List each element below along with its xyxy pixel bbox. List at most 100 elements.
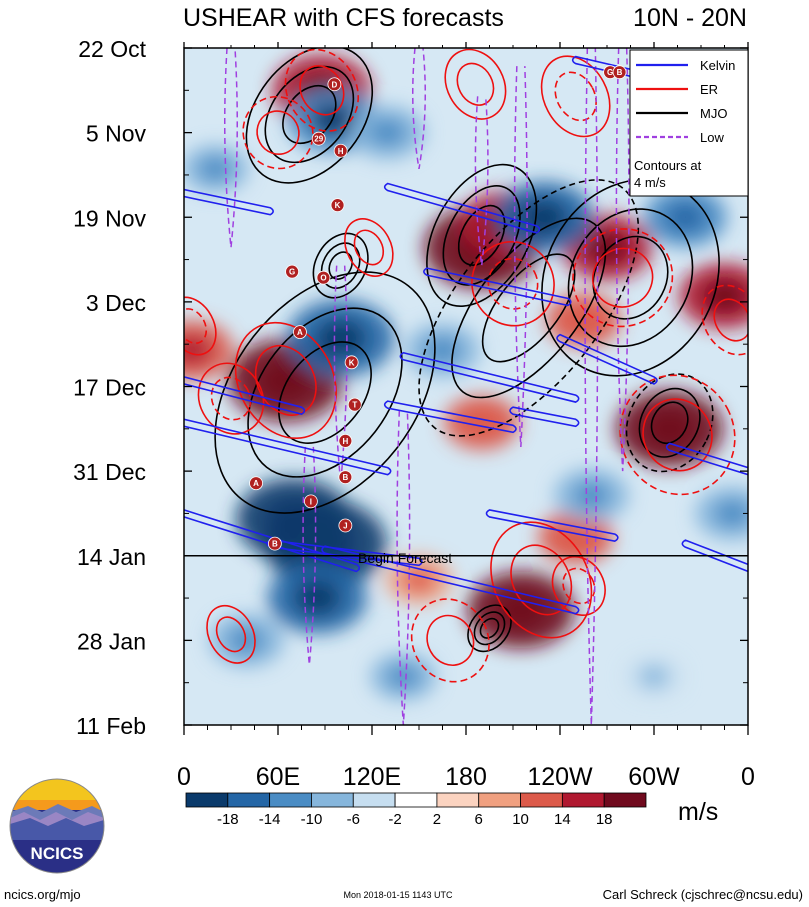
mjo-contour-4-0 bbox=[214, 271, 436, 514]
legend-entry-kelvin: Kelvin bbox=[636, 58, 735, 73]
storm-marker-12: I bbox=[303, 494, 318, 509]
storm-marker-16: B bbox=[612, 65, 627, 80]
storm-marker-label: 29 bbox=[314, 135, 323, 144]
low-contour-3 bbox=[513, 66, 528, 447]
mjo-contour-6-0 bbox=[467, 604, 512, 653]
anomaly-core-21 bbox=[573, 481, 610, 509]
er-contour-6-0 bbox=[572, 228, 674, 328]
forecast-label: Begin Forecast bbox=[358, 550, 452, 566]
kelvin-contour-0 bbox=[184, 188, 274, 216]
er-contour-5-1 bbox=[487, 257, 539, 310]
mjo-contour-6-1 bbox=[473, 611, 506, 646]
mjo-contour-4-1 bbox=[247, 307, 403, 478]
y-tick-label-1: 5 Nov bbox=[86, 121, 147, 147]
colorbar-tick-1: -14 bbox=[259, 811, 281, 828]
storm-marker-label: A bbox=[253, 479, 259, 488]
x-tick-label-5: 60W bbox=[628, 763, 680, 791]
anomaly-core-8 bbox=[702, 279, 747, 313]
anomaly-field bbox=[184, 54, 748, 701]
legend-note: Contours at bbox=[634, 158, 702, 173]
mjo-contour-2-2 bbox=[481, 253, 576, 363]
x-tick-label-4: 120W bbox=[527, 763, 593, 791]
colorbar-swatch-9 bbox=[561, 792, 605, 808]
storm-marker-14: B bbox=[267, 536, 282, 551]
colorbar-tick-9: 18 bbox=[596, 811, 613, 828]
storm-marker-label: O bbox=[320, 274, 326, 283]
legend-label: ER bbox=[700, 82, 718, 97]
er-contour-6-1 bbox=[592, 247, 654, 308]
anomaly-core-22 bbox=[228, 626, 265, 654]
mjo-contour-0-1 bbox=[264, 65, 355, 164]
colorbar-tick-3: -6 bbox=[347, 811, 360, 828]
low-contour-0 bbox=[224, 48, 238, 248]
mjo-contour-1-0 bbox=[426, 163, 538, 307]
er-contour-8-0 bbox=[197, 362, 265, 435]
colorbar-swatch-10 bbox=[603, 792, 647, 808]
storm-marker-label: G bbox=[289, 268, 295, 277]
er-contour-8-1 bbox=[210, 376, 252, 421]
legend: Kelvin ER MJO Low Contours at 4 m/s bbox=[629, 49, 749, 197]
anomaly-core-27 bbox=[639, 666, 669, 688]
kelvin-contour-9 bbox=[665, 442, 748, 476]
kelvin-contour-7 bbox=[383, 400, 517, 434]
storm-marker-symbol bbox=[347, 397, 362, 412]
storm-marker-2: H bbox=[333, 143, 348, 158]
anomaly-core-16 bbox=[314, 318, 367, 358]
er-contour-11-0 bbox=[551, 556, 606, 616]
storm-marker-label: A bbox=[297, 328, 303, 337]
y-tick-label-8: 11 Feb bbox=[76, 713, 146, 739]
y-tick-label-7: 28 Jan bbox=[77, 628, 146, 654]
anomaly-core-14 bbox=[369, 119, 406, 147]
anomaly-core-23 bbox=[387, 664, 420, 689]
y-tick-label-3: 3 Dec bbox=[86, 290, 146, 316]
y-tick-label-6: 14 Jan bbox=[77, 544, 146, 570]
colorbar-swatch-6 bbox=[436, 792, 480, 808]
storm-marker-label: B bbox=[617, 68, 623, 77]
chart-title: USHEAR with CFS forecasts bbox=[183, 4, 504, 32]
low-contour-1 bbox=[412, 48, 426, 170]
er-contour-3-1 bbox=[256, 110, 300, 155]
er-contour-0-0 bbox=[284, 48, 360, 132]
legend-label: MJO bbox=[700, 106, 727, 121]
storm-marker-symbol bbox=[303, 494, 318, 509]
storm-marker-symbol bbox=[267, 536, 282, 551]
storm-marker-label: K bbox=[335, 201, 341, 210]
storm-marker-symbol bbox=[293, 325, 307, 339]
legend-note-2: 4 m/s bbox=[634, 175, 666, 190]
storm-marker-9: H bbox=[338, 434, 353, 448]
storm-marker-symbol bbox=[344, 355, 359, 370]
colorbar-tick-6: 6 bbox=[475, 811, 483, 828]
kelvin-contour-1 bbox=[383, 182, 541, 234]
mjo-contour-5-1 bbox=[638, 387, 701, 458]
storm-marker-10: B bbox=[338, 470, 353, 485]
x-tick-label-3: 180 bbox=[445, 763, 487, 791]
storm-marker-symbol bbox=[338, 434, 353, 448]
kelvin-contour-8 bbox=[509, 406, 580, 428]
mjo-contour-0-0 bbox=[245, 48, 374, 184]
colorbar-swatch-5 bbox=[394, 792, 438, 808]
anomaly-core-24 bbox=[714, 499, 748, 527]
storm-marker-symbol bbox=[285, 264, 300, 279]
y-axis: 22 Oct 5 Nov 19 Nov 3 Dec 17 Dec 31 Dec 14 Jan… bbox=[73, 36, 748, 739]
er-contour-14-1 bbox=[184, 308, 208, 345]
storm-marker-label: G bbox=[607, 68, 613, 77]
storm-marker-6: A bbox=[293, 325, 307, 339]
storm-marker-symbol bbox=[327, 77, 342, 92]
colorbar-tick-5: 2 bbox=[433, 811, 441, 828]
kelvin-contour-3 bbox=[556, 333, 658, 385]
legend-entry-mjo: MJO bbox=[636, 106, 727, 121]
colorbar-tick-7: 10 bbox=[512, 811, 529, 828]
anomaly-core-25 bbox=[199, 156, 232, 181]
storm-marker-symbol bbox=[249, 476, 263, 491]
mjo-contour-1-1 bbox=[442, 185, 521, 286]
anomaly-core-11 bbox=[557, 524, 594, 552]
kelvin-contour-6 bbox=[184, 418, 392, 476]
y-tick-label-4: 17 Dec bbox=[73, 375, 146, 401]
colorbar-tick-4: -2 bbox=[388, 811, 401, 828]
er-contour-13-1 bbox=[215, 616, 247, 653]
anomaly-core-18 bbox=[295, 521, 355, 566]
colorbar-tick-2: -10 bbox=[301, 811, 323, 828]
low-contours bbox=[224, 48, 630, 725]
